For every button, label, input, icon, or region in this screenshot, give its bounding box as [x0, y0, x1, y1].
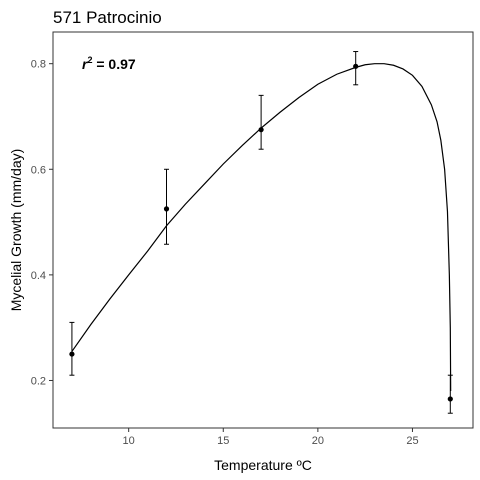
data-point: [69, 351, 75, 357]
y-tick-label: 0.2: [31, 375, 46, 387]
data-point: [447, 396, 453, 402]
r2-symbol: r: [82, 56, 89, 72]
plot-panel: [52, 31, 474, 429]
r2-value: = 0.97: [92, 56, 135, 72]
y-tick-label: 0.8: [31, 59, 46, 71]
chart-title: 571 Patrocinio: [53, 8, 162, 27]
data-points: [69, 63, 453, 402]
x-tick-label: 10: [123, 435, 135, 447]
r2-exponent: 2: [87, 55, 92, 65]
r2-annotation: r2 = 0.97: [82, 55, 136, 72]
data-point: [353, 63, 359, 69]
x-tick-label: 25: [406, 435, 418, 447]
x-axis-label: Temperature ºC: [214, 457, 312, 473]
data-point: [258, 127, 264, 133]
y-tick-label: 0.4: [31, 270, 46, 282]
x-tick-label: 15: [217, 435, 229, 447]
x-tick-label: 20: [312, 435, 324, 447]
y-axis-label: Mycelial Growth (mm/day): [8, 149, 24, 312]
x-axis-ticks: 10 15 20 25: [123, 428, 419, 447]
y-axis-ticks: 0.2 0.4 0.6 0.8: [31, 59, 53, 387]
data-point: [163, 206, 170, 212]
y-tick-label: 0.6: [31, 164, 46, 176]
